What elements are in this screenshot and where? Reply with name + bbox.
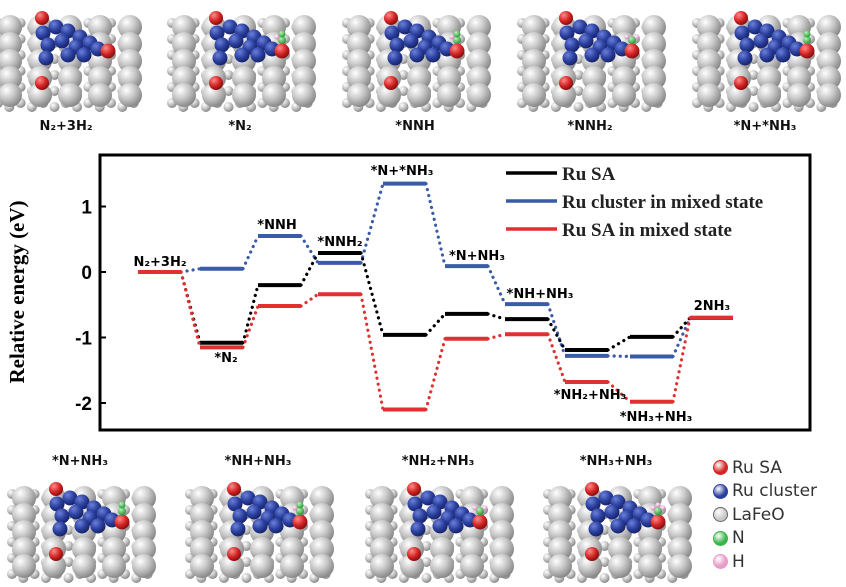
connector [486, 264, 507, 306]
state-label: *N+*NH₃ [371, 164, 434, 179]
connector [424, 337, 447, 412]
connector [671, 316, 692, 359]
structure-image [7, 482, 156, 583]
legend-label: Ru cluster in mixed state [562, 192, 763, 213]
legend-label: Ru SA in mixed state [562, 220, 732, 241]
state-label: 2NH₃ [694, 299, 731, 314]
connector [606, 335, 632, 352]
atom-legend-label: Ru cluster [732, 481, 818, 502]
connector [241, 234, 260, 271]
y-axis-label: Relative energy (eV) [5, 200, 29, 383]
connector [179, 270, 202, 349]
atom-legend-label: LaFeO [732, 504, 785, 525]
state-label: *N₂ [214, 351, 237, 366]
structure-label: *N+*NH₃ [733, 119, 797, 134]
structure-label: *NH₃+NH₃ [579, 454, 653, 469]
state-label: *NH₂+NH₃ [554, 388, 627, 403]
y-tick-label: -1 [75, 329, 92, 350]
structure-label: *NNH₂ [567, 119, 613, 134]
atom-swatch-icon [713, 530, 728, 546]
connector [546, 302, 567, 358]
y-tick-label: 0 [81, 263, 92, 284]
connector [241, 283, 260, 345]
legend-label: Ru SA [562, 164, 616, 185]
structure-image [342, 11, 491, 112]
connector [671, 316, 692, 404]
state-label: *NNH₂ [317, 235, 362, 250]
atom-legend-label: H [732, 551, 745, 572]
atom-legend-label: Ru SA [732, 457, 782, 478]
atom-swatch-icon [713, 507, 728, 523]
atom-legend-item: Ru cluster [713, 480, 817, 504]
structure-image [0, 11, 142, 112]
state-label: *N+NH₃ [449, 249, 505, 264]
plot-frame [98, 153, 812, 432]
atom-legend-item: H [713, 550, 817, 574]
structure-label: N₂+3H₂ [39, 119, 93, 134]
structure-image [517, 11, 666, 112]
connector [359, 251, 385, 337]
connector [606, 380, 632, 404]
atom-legend-item: N [713, 527, 817, 551]
atom-swatch-icon [713, 483, 728, 499]
connector [299, 234, 320, 265]
structure-label: *NH₂+NH₃ [401, 454, 475, 469]
connector [359, 292, 385, 412]
connector [546, 317, 567, 352]
atom-legend-item: Ru SA [713, 456, 817, 480]
structure-image [365, 482, 514, 583]
state-label: *NH₃+NH₃ [620, 410, 693, 425]
structure-image [543, 482, 692, 583]
structure-label: *NNH [395, 119, 435, 134]
state-label: N₂+3H₂ [133, 255, 186, 270]
connector [546, 332, 567, 384]
connector [424, 181, 447, 268]
structure-label: *N+NH₃ [51, 454, 109, 469]
connector [299, 292, 320, 308]
structure-label: *N₂ [228, 119, 252, 134]
atom-legend-label: N [732, 528, 745, 549]
connector [671, 316, 692, 339]
connector [486, 332, 507, 341]
structure-image [167, 11, 316, 112]
atom-legend-item: LaFeO [713, 503, 817, 527]
series-2 [138, 270, 733, 412]
atom-swatch-icon [713, 554, 728, 570]
atom-legend: Ru SA Ru cluster LaFeO N H [713, 456, 817, 574]
connector [424, 312, 447, 337]
y-tick-label: -2 [75, 394, 92, 415]
atom-swatch-icon [713, 460, 728, 476]
structure-label: *NH+NH₃ [224, 454, 292, 469]
state-label: *NNH [257, 218, 296, 233]
y-tick-label: 1 [81, 198, 92, 219]
connector [486, 312, 507, 321]
connector [299, 251, 320, 287]
structure-image [185, 482, 334, 583]
connector [359, 181, 385, 265]
connector [241, 304, 260, 349]
connector [606, 354, 632, 359]
structure-image [692, 11, 841, 112]
state-label: *NH+NH₃ [507, 287, 574, 302]
